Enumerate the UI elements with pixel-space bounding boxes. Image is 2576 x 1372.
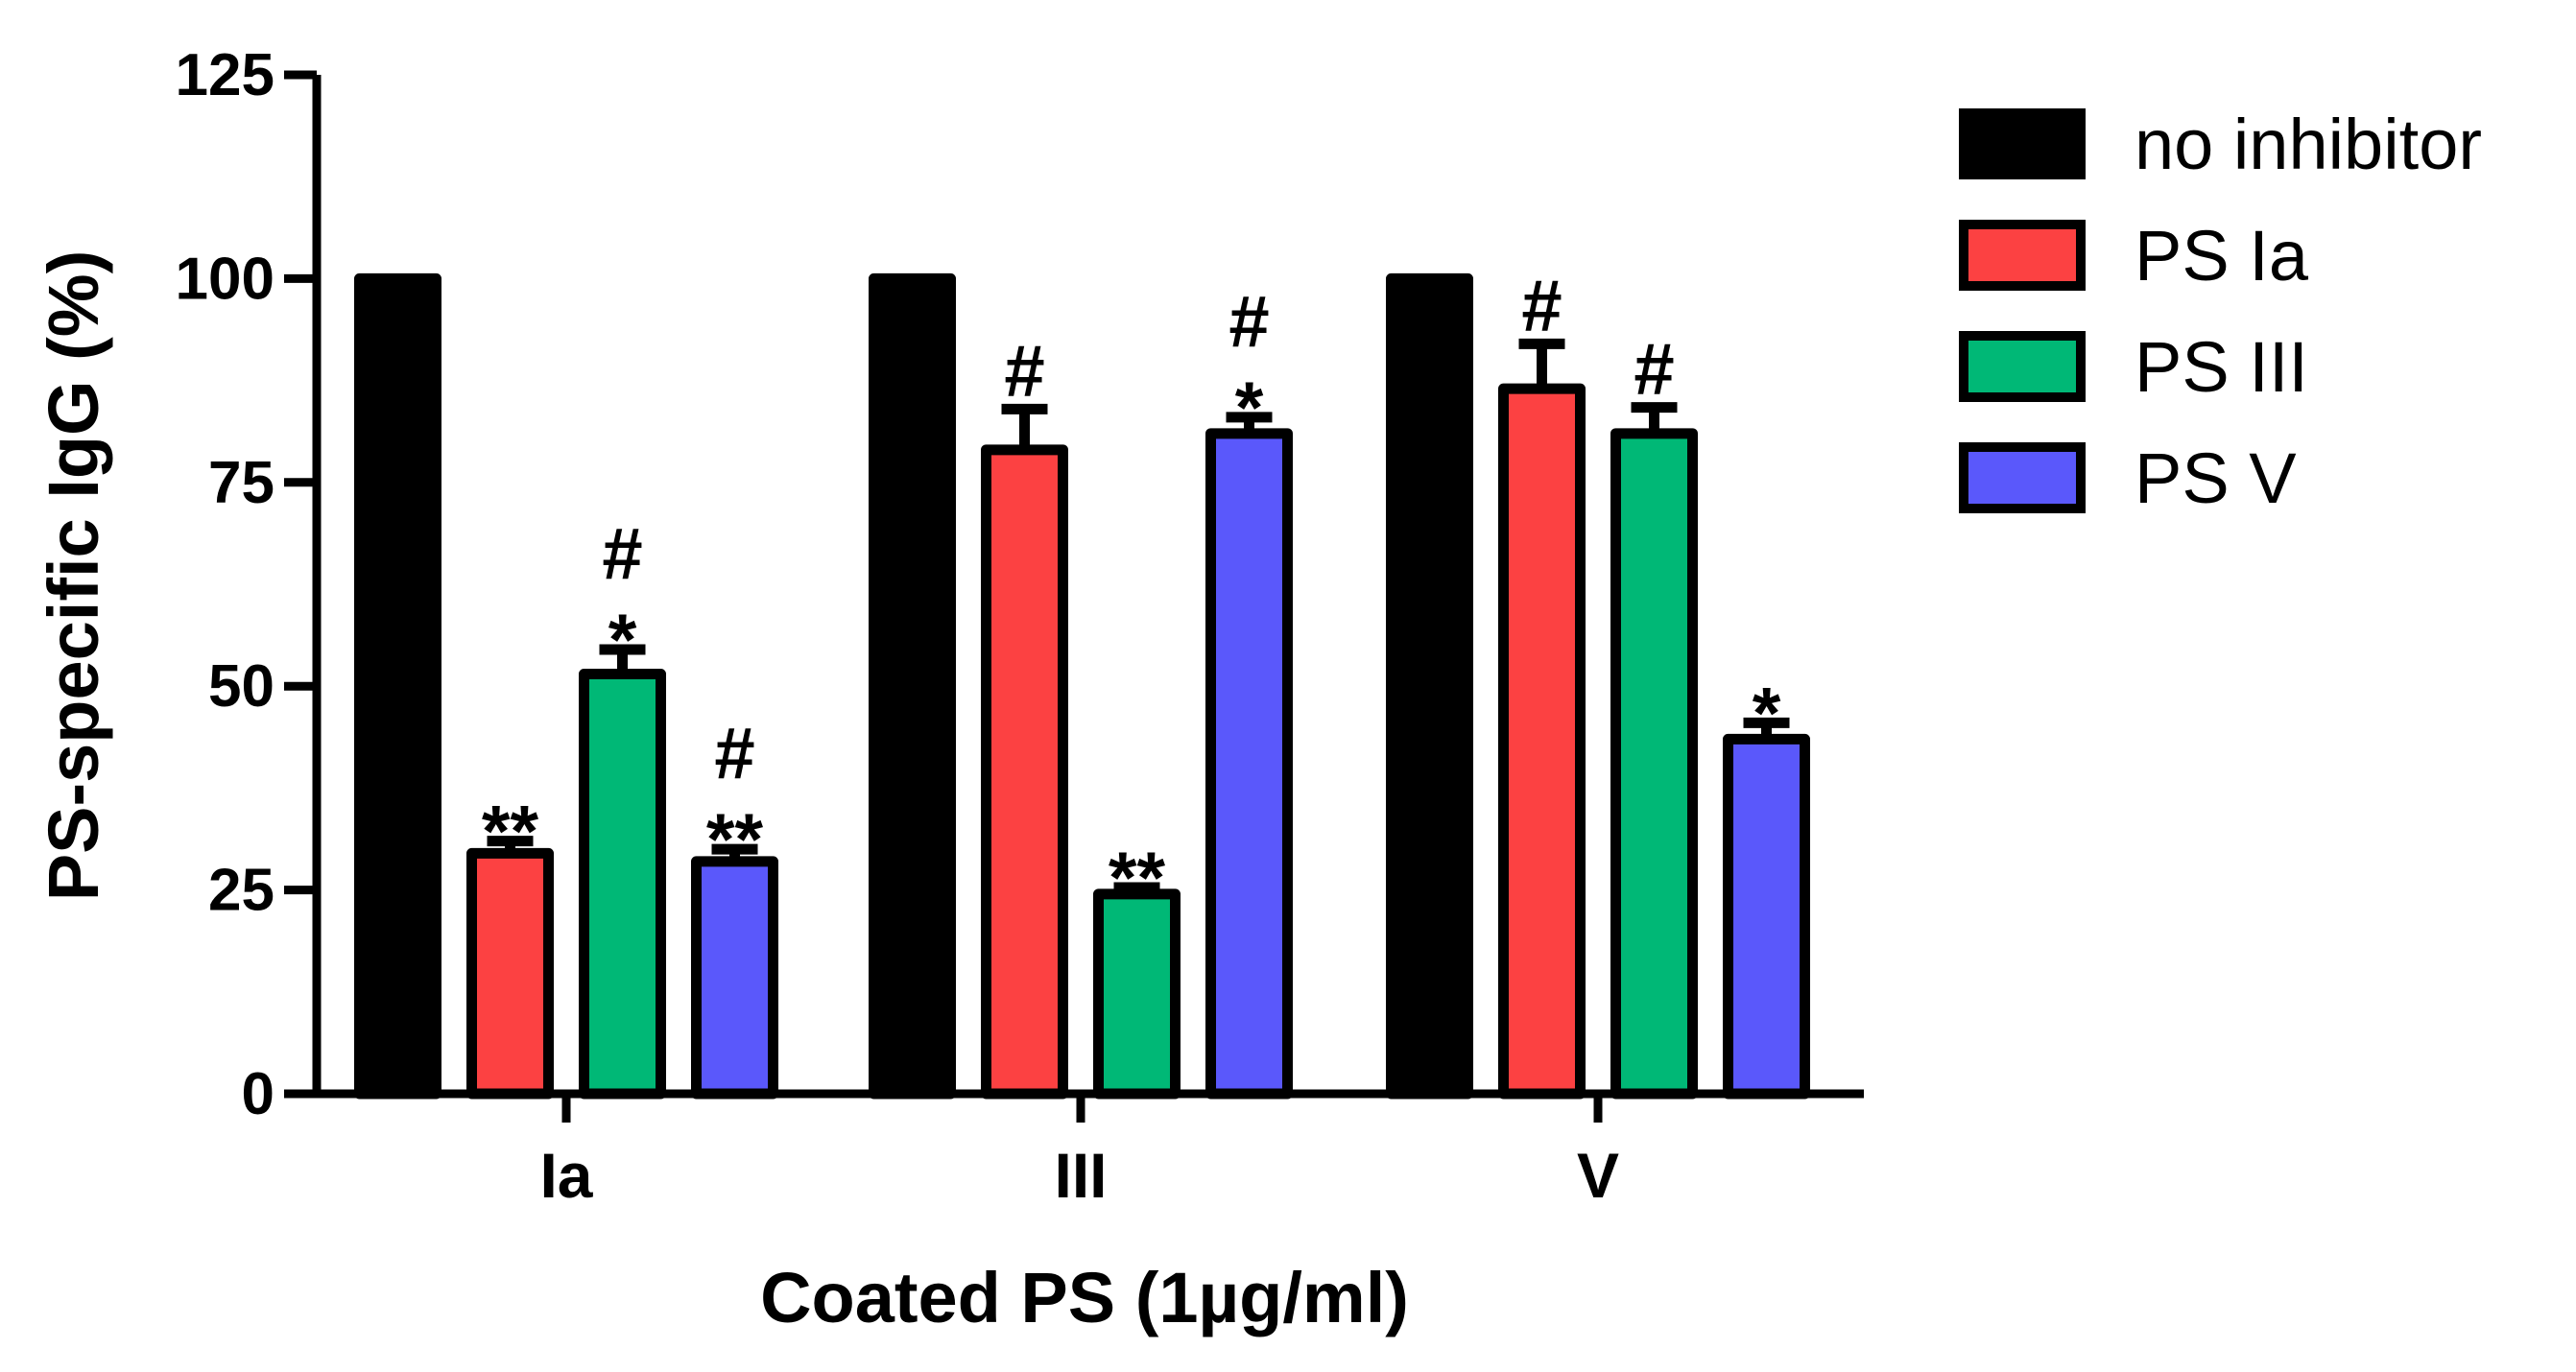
legend-swatch-ps-ia bbox=[1959, 220, 2086, 291]
bar-no-inhibitor-v bbox=[1386, 272, 1473, 1100]
y-tick-label-75: 75 bbox=[208, 450, 274, 516]
significance-marker-ps-iii-ia-0: * bbox=[608, 600, 637, 681]
bar-ps-ia-ia bbox=[466, 847, 554, 1100]
y-tick-label-50: 50 bbox=[208, 653, 274, 720]
legend-label-no-inhibitor: no inhibitor bbox=[2135, 105, 2482, 184]
significance-marker-ps-v-v-0: * bbox=[1753, 673, 1781, 754]
bar-ps-v-ia bbox=[691, 856, 778, 1100]
y-tick-label-125: 125 bbox=[176, 42, 274, 108]
x-tick-label-ia: Ia bbox=[539, 1140, 593, 1211]
legend-swatch-ps-iii bbox=[1959, 331, 2086, 402]
legend-label-ps-iii: PS III bbox=[2135, 327, 2308, 407]
y-tick-label-0: 0 bbox=[242, 1061, 274, 1127]
axes-layer: 0 25 50 75 100 125 Ia III V bbox=[176, 42, 1864, 1211]
significance-marker-ps-iii-iii-0: ** bbox=[1109, 838, 1166, 919]
bar-ps-iii-ia bbox=[579, 668, 666, 1100]
significance-marker-ps-v-iii-1: # bbox=[1228, 281, 1269, 363]
significance-marker-ps-iii-v-0: # bbox=[1634, 329, 1674, 411]
bars-layer bbox=[354, 272, 1810, 1100]
bar-ps-v-iii bbox=[1205, 428, 1293, 1100]
legend-label-ps-v: PS V bbox=[2135, 438, 2297, 518]
bar-no-inhibitor-iii bbox=[869, 272, 956, 1100]
legend-label-ps-ia: PS Ia bbox=[2135, 216, 2309, 296]
bar-ps-v-v bbox=[1723, 733, 1810, 1100]
x-tick-label-v: V bbox=[1577, 1140, 1619, 1211]
bar-ps-ia-iii bbox=[981, 444, 1068, 1100]
bar-ps-iii-iii bbox=[1093, 888, 1181, 1100]
significance-marker-ps-iii-ia-1: # bbox=[602, 513, 642, 595]
bar-ps-ia-v bbox=[1498, 383, 1586, 1100]
significance-marker-ps-ia-v-0: # bbox=[1521, 265, 1562, 346]
x-tick-label-iii: III bbox=[1054, 1140, 1107, 1211]
significance-marker-ps-v-iii-0: * bbox=[1235, 367, 1264, 449]
y-tick-label-25: 25 bbox=[208, 858, 274, 924]
bar-ps-iii-v bbox=[1610, 428, 1698, 1100]
bar-no-inhibitor-ia bbox=[354, 272, 441, 1100]
significance-marker-ps-v-ia-0: ** bbox=[706, 799, 764, 881]
legend-swatch-ps-v bbox=[1959, 442, 2086, 513]
legend-swatch-no-inhibitor bbox=[1959, 108, 2086, 179]
significance-marker-ps-ia-ia-0: ** bbox=[482, 792, 539, 873]
x-axis-title: Coated PS (1µg/ml) bbox=[760, 1258, 1409, 1337]
annotations-layer: ***#**##***# ##* bbox=[482, 265, 1781, 919]
y-tick-label-100: 100 bbox=[176, 246, 274, 312]
significance-marker-ps-v-ia-1: # bbox=[714, 713, 754, 794]
legend: no inhibitor PS Ia PS III PS V bbox=[1959, 105, 2482, 518]
significance-marker-ps-ia-iii-0: # bbox=[1004, 330, 1044, 412]
y-axis-title: PS-specific IgG (%) bbox=[34, 250, 113, 901]
